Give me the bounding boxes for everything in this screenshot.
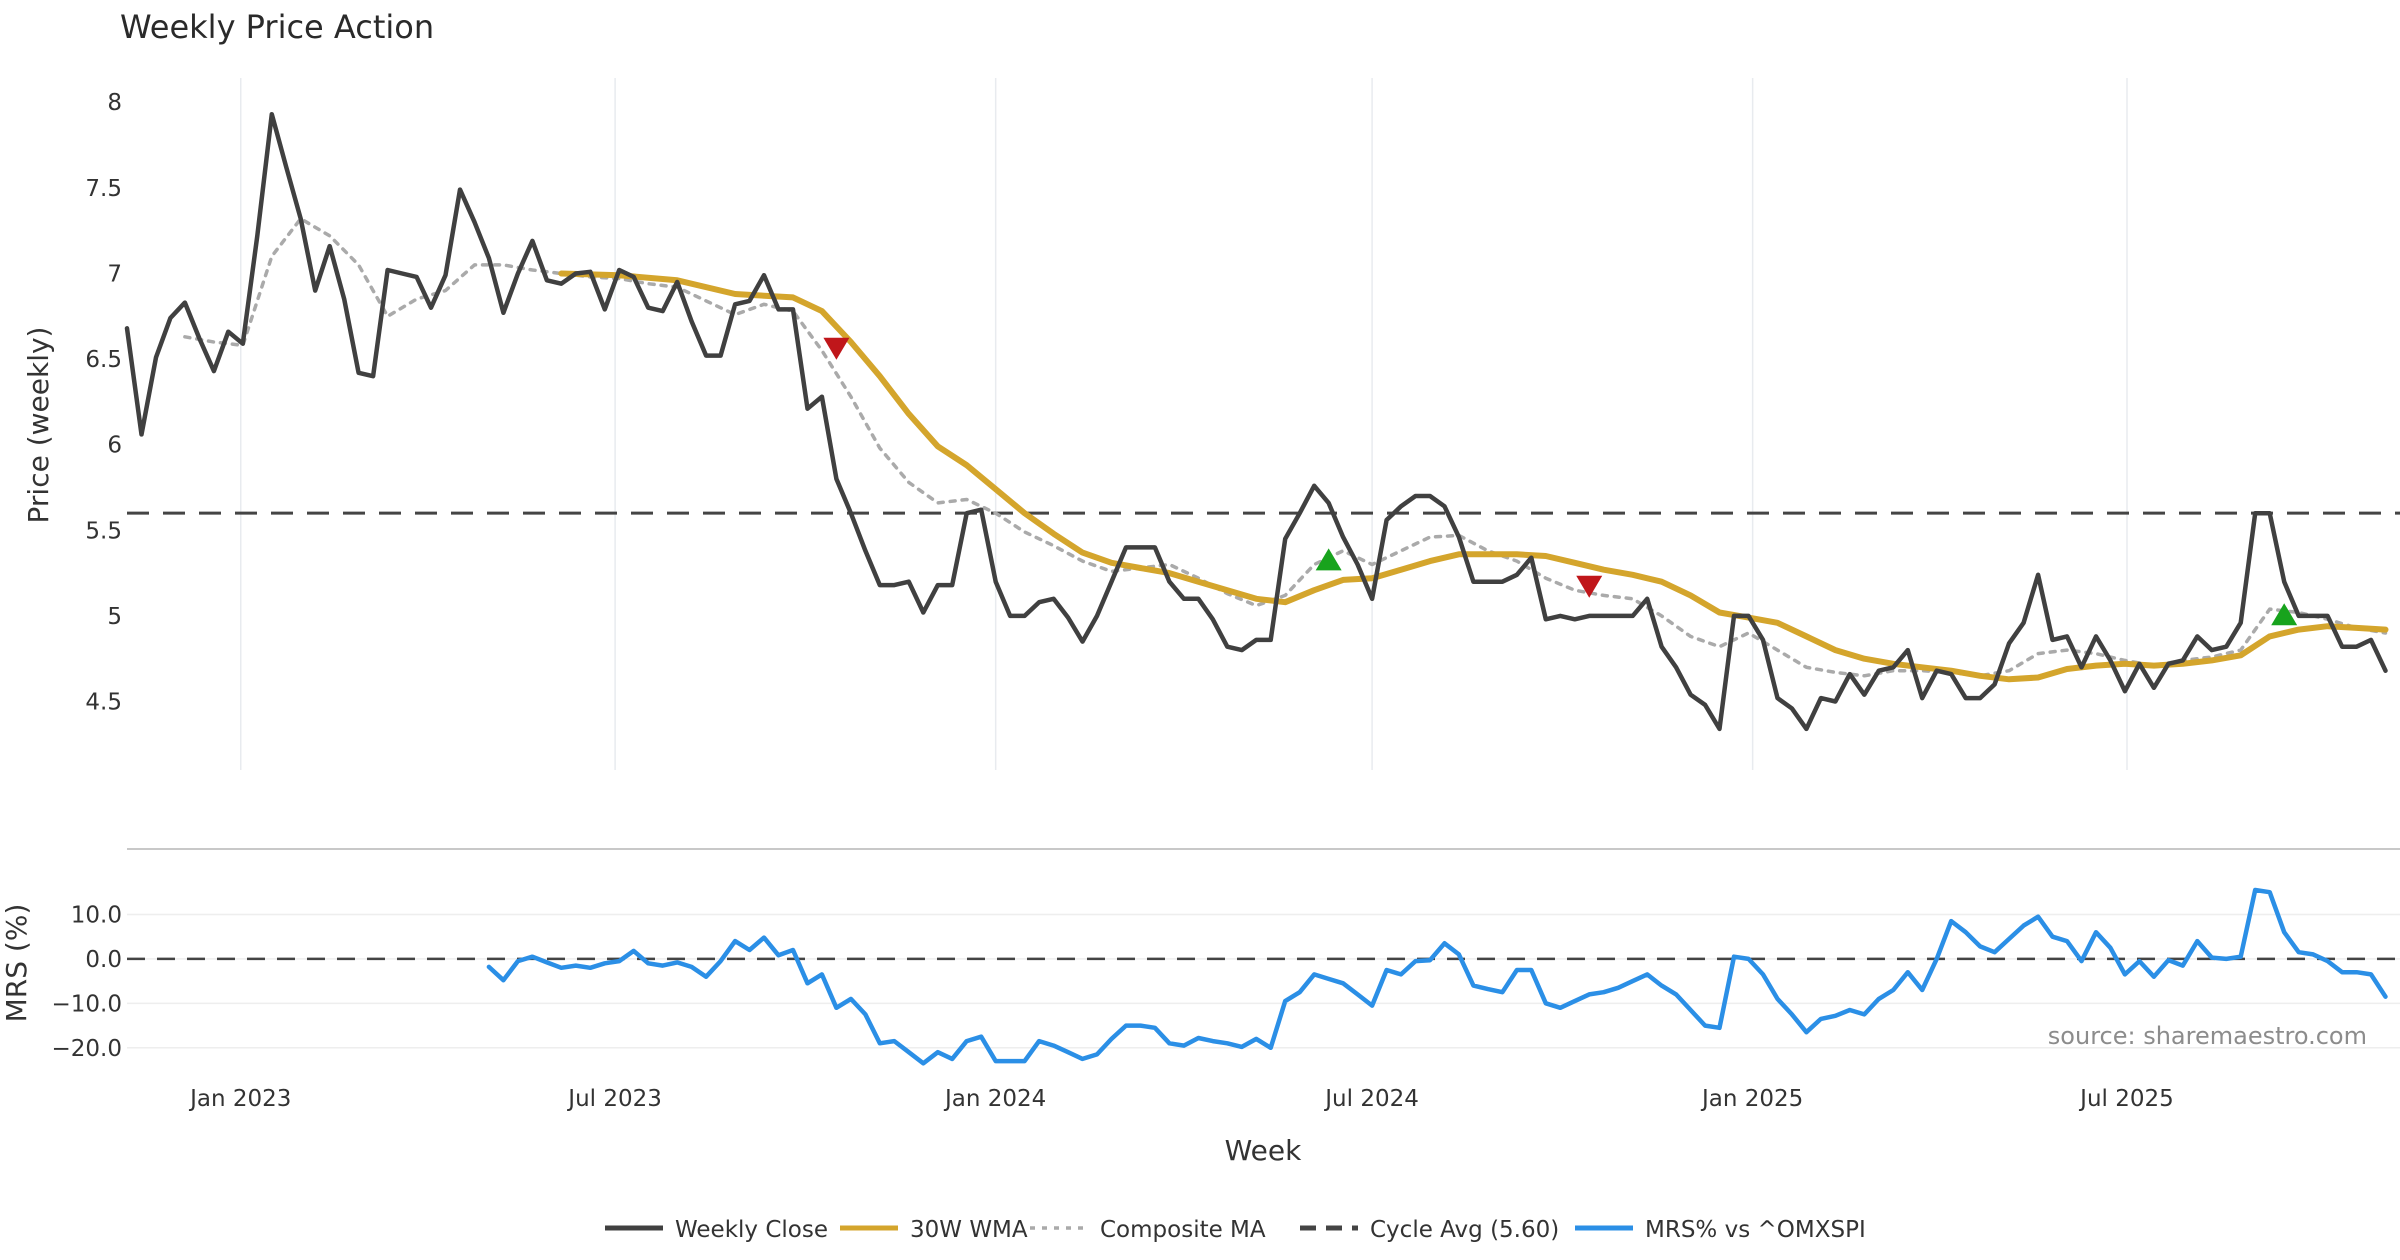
- buy-signal-marker: [1315, 548, 1342, 571]
- mrs-line: [486, 887, 2388, 1066]
- x-tick-label: Jul 2024: [1323, 1086, 1419, 1112]
- chart-title: Weekly Price Action: [120, 8, 434, 46]
- signal-markers: [823, 337, 2298, 626]
- legend-label: Weekly Close: [675, 1217, 828, 1243]
- x-ticks: Jan 2023 Jul 2023 Jan 2024 Jul 2024 Jan 2025…: [188, 1086, 2174, 1112]
- mrs-tick-label: 10.0: [71, 902, 122, 928]
- y-tick-label: 7: [107, 261, 122, 287]
- mrs-y-ticks: 10.0 0.0 −10.0 −20.0: [52, 902, 122, 1061]
- y-tick-label: 7.5: [85, 176, 122, 202]
- mrs-tick-label: 0.0: [85, 947, 122, 973]
- composite-ma-line: [183, 216, 2388, 678]
- mrs-series: [486, 887, 2388, 1066]
- price-y-ticks: 4.5 5 5.5 6 6.5 7 7.5 8: [85, 90, 122, 715]
- mrs-tick-label: −10.0: [52, 991, 122, 1017]
- buy-signal-marker: [2271, 603, 2298, 626]
- legend-label: MRS% vs ^OMXSPI: [1645, 1217, 1866, 1243]
- y-tick-label: 6.5: [85, 347, 122, 373]
- x-tick-label: Jan 2024: [943, 1086, 1046, 1112]
- y-tick-label: 6: [107, 433, 122, 459]
- y-tick-label: 5.5: [85, 518, 122, 544]
- y-tick-label: 5: [107, 604, 122, 630]
- sell-signal-marker: [823, 337, 850, 360]
- mrs-tick-label: −20.0: [52, 1036, 122, 1062]
- x-axis-title: Week: [1225, 1134, 1302, 1167]
- source-label: source: sharemaestro.com: [2048, 1022, 2367, 1050]
- x-tick-label: Jan 2023: [188, 1086, 291, 1112]
- main-gridlines: [240, 78, 2128, 770]
- y-tick-label: 4.5: [85, 690, 122, 716]
- y-tick-label: 8: [107, 90, 122, 116]
- sell-signal-marker: [1576, 575, 1603, 598]
- price-series: [124, 111, 2389, 732]
- mrs-axis-title: MRS (%): [0, 904, 33, 1023]
- legend-label: Composite MA: [1100, 1217, 1266, 1243]
- wma-line: [558, 270, 2389, 683]
- legend-label: Cycle Avg (5.60): [1370, 1217, 1559, 1243]
- x-tick-label: Jan 2025: [1700, 1086, 1803, 1112]
- x-tick-label: Jul 2025: [2078, 1086, 2174, 1112]
- legend: Weekly Close 30W WMA Composite MA Cycle Avg…: [605, 1217, 1866, 1243]
- x-tick-label: Jul 2023: [566, 1086, 662, 1112]
- legend-label: 30W WMA: [910, 1217, 1028, 1243]
- y-axis-title: Price (weekly): [22, 327, 55, 524]
- weekly-close-line: [124, 111, 2388, 732]
